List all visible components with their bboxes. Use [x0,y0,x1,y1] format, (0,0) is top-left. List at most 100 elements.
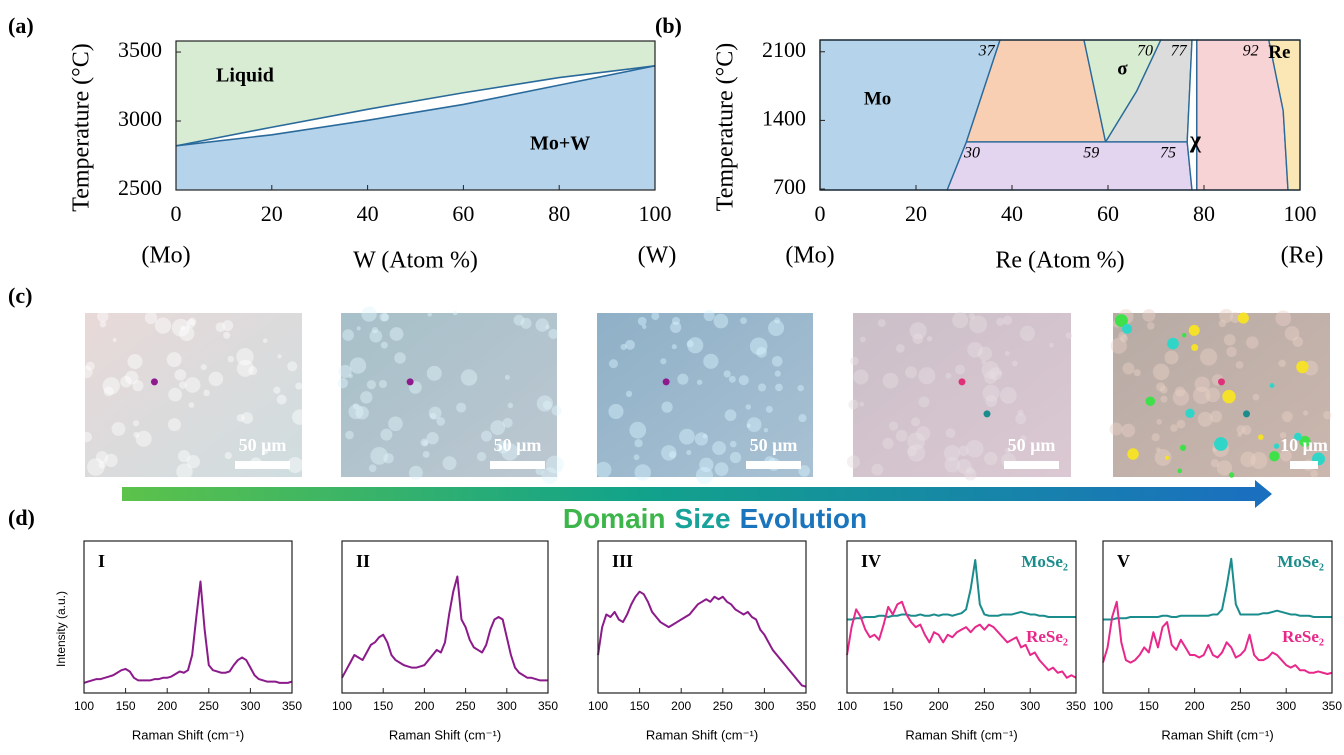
grain [436,417,445,426]
grain [176,463,192,479]
grain [626,391,632,397]
grain [687,340,694,347]
grain [1200,348,1217,365]
grain [997,371,1002,376]
scale-bar-label: 10 µm [1280,435,1328,455]
measurement-spot [1218,378,1225,385]
measurement-spot [407,378,414,385]
grain [966,440,984,458]
grain [955,365,965,375]
y-tick-label: 3000 [118,106,162,131]
grain [201,364,207,370]
composition-label: 59 [1083,145,1099,162]
grain [1165,350,1179,364]
x-tick-label: 250 [974,699,994,713]
x-end-label: (Mo) [785,243,834,269]
series-label: MoSe₂ [1277,552,1324,571]
flake [1182,333,1186,337]
grain [772,356,783,367]
micrograph: 50 µm [80,311,307,480]
grain [670,322,681,333]
grain [338,378,348,388]
grain [859,402,864,407]
grain [1177,420,1186,429]
grain [595,462,611,478]
measurement-spot [1243,410,1250,417]
flake [1180,445,1186,451]
scale-bar-label: 50 µm [494,435,542,455]
measurement-spot [959,378,966,385]
grain [1134,369,1141,376]
grain [209,372,224,387]
region-label: Liquid [216,65,274,87]
measurement-spot [151,378,158,385]
grain [383,453,393,463]
grain [1160,396,1167,403]
grain [113,338,117,342]
grain [797,385,804,392]
grain [1292,336,1303,347]
grain [740,317,747,324]
flake [1165,456,1169,460]
x-tick-label: 200 [414,699,434,713]
micrograph: 50 µm [338,306,564,484]
caption-word: Evolution [740,503,868,534]
x-tick-label: 200 [671,699,691,713]
region-label: σ [1117,58,1128,79]
grain [1253,394,1260,401]
composition-label: 75 [1160,145,1176,162]
grain [704,310,715,321]
grain [1303,410,1308,415]
grain [1111,338,1127,354]
grain [372,327,378,333]
panel-title: III [612,551,633,571]
grain [958,446,969,457]
flake [1122,324,1132,334]
grain [766,406,773,413]
x-tick-label: 150 [373,699,393,713]
grain [345,431,354,440]
x-axis-label: Re (Atom %) [995,248,1124,274]
grain [703,434,708,439]
grain [1066,332,1073,339]
grain [946,428,956,438]
grain [1156,419,1162,425]
grain [456,403,466,413]
grain [798,414,806,422]
grain [712,441,726,455]
y-tick-label: 2500 [118,175,162,200]
grain [725,409,737,421]
grain [443,456,457,470]
grain [422,440,428,446]
grain [729,376,736,383]
x-end-label: (W) [638,243,677,269]
grain [1020,326,1035,341]
grain [1275,310,1291,326]
x-tick-label: 350 [1066,699,1086,713]
phase-region [947,142,1192,190]
x-tick-label: 100 [1284,201,1317,226]
panel-label: (b) [655,13,682,38]
grain [1236,361,1244,369]
grain [724,370,731,377]
grain [850,357,859,366]
grain [548,329,558,339]
grain [697,380,702,385]
grain [127,354,142,369]
x-tick-label: 100 [837,699,857,713]
grain [1219,309,1233,323]
grain [353,403,359,409]
grain [1156,382,1165,391]
grain [1242,425,1252,435]
chart: I100150200250300350Raman Shift (cm⁻¹)Int… [54,541,302,742]
x-tick-label: 300 [497,699,517,713]
grain [984,452,997,465]
flake [1269,451,1279,461]
x-tick-label: 40 [357,201,379,226]
grain [896,430,908,442]
caption-word: Size [675,503,731,534]
grain [910,322,927,339]
x-tick-label: 200 [929,699,949,713]
grain [461,369,477,385]
grain [112,422,126,436]
